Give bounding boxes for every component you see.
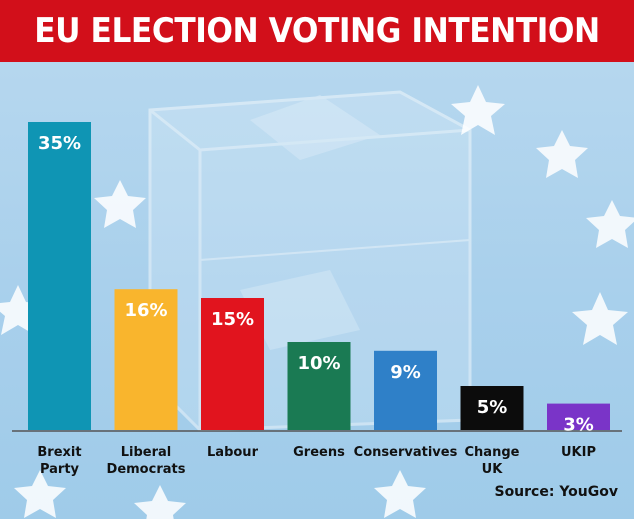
category-label: Liberal Democrats: [107, 445, 186, 477]
category-label: Change UK: [465, 445, 520, 477]
bar: [374, 350, 437, 430]
category-label: Labour: [207, 445, 259, 460]
category-label: Conservatives: [354, 445, 458, 460]
value-label: 35%: [38, 133, 81, 154]
bar: [460, 386, 524, 430]
value-label: 15%: [211, 309, 254, 330]
value-label: 3%: [563, 415, 594, 436]
category-label: UKIP: [561, 445, 596, 460]
value-label: 9%: [390, 362, 421, 383]
category-label: Greens: [293, 445, 345, 460]
bar: [114, 289, 178, 430]
chart-title: EU ELECTION VOTING INTENTION: [34, 11, 600, 51]
value-label: 5%: [477, 397, 508, 418]
source-note: Source: YouGov: [494, 484, 618, 500]
header-banner: [0, 0, 634, 62]
category-label: Brexit Party: [37, 445, 81, 477]
value-label: 16%: [124, 300, 167, 321]
value-label: 10%: [297, 353, 340, 374]
bar-chart: 35% Brexit Party 16% Liberal Democrats 15% Labo…: [12, 122, 622, 477]
bar: [28, 122, 91, 430]
bar: [201, 298, 264, 430]
bar: [547, 403, 610, 430]
star-decoration: [0, 85, 634, 519]
bar: [287, 342, 351, 430]
